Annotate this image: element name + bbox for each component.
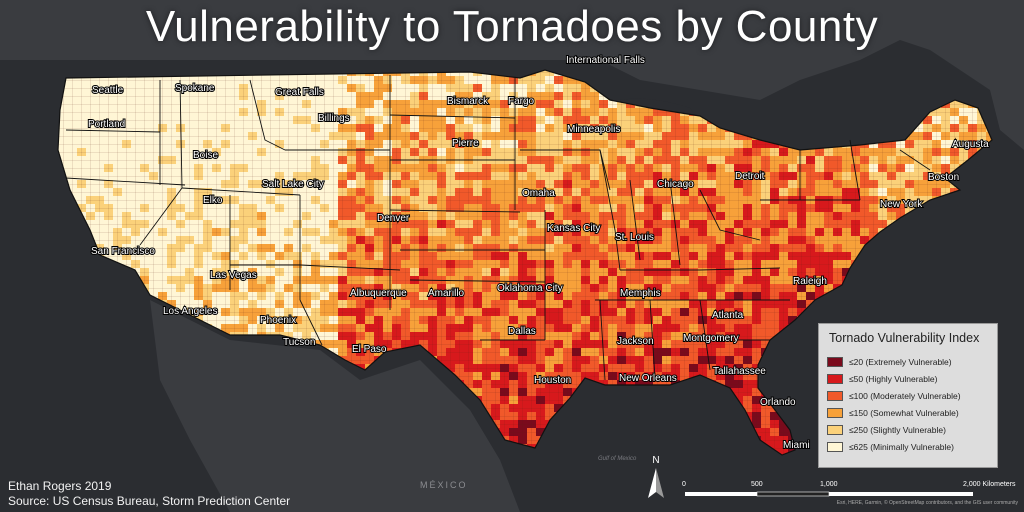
legend-swatch xyxy=(827,424,843,435)
scale-label-500: 500 xyxy=(751,481,763,488)
legend-item: ≤100 (Moderately Vulnerable) xyxy=(819,387,997,404)
city-label: New York xyxy=(880,199,923,210)
city-label: Albuquerque xyxy=(350,288,407,299)
legend: Tornado Vulnerability Index ≤20 (Extreme… xyxy=(818,323,998,468)
legend-item: ≤625 (Minimally Vulnerable) xyxy=(819,438,997,455)
city-label: Phoenix xyxy=(260,315,296,326)
city-label: Dallas xyxy=(508,326,536,337)
city-label: Montgomery xyxy=(683,333,739,344)
city-label: El Paso xyxy=(352,344,387,355)
north-arrow-icon xyxy=(648,468,656,498)
city-label: Oklahoma City xyxy=(497,283,563,294)
state-borders xyxy=(65,75,931,381)
city-label: Portland xyxy=(88,119,125,130)
map-title: Vulnerability to Tornadoes by County xyxy=(145,2,879,51)
legend-label: ≤625 (Minimally Vulnerable) xyxy=(849,441,954,452)
city-label: Boston xyxy=(928,172,959,183)
mexico-label: MÉXICO xyxy=(420,480,468,490)
city-label: Miami xyxy=(783,440,810,451)
city-label: Denver xyxy=(377,213,410,224)
scale-label-2000: 2,000 Kilometers xyxy=(963,481,1016,488)
city-label: Elko xyxy=(203,195,223,206)
city-label: Great Falls xyxy=(275,87,324,98)
canada-landmass xyxy=(0,0,1024,150)
city-label: Fargo xyxy=(508,96,535,107)
author-credit: Ethan Rogers 2019 xyxy=(8,479,112,493)
city-labels: International Falls Seattle Spokane Great F… xyxy=(87,54,990,452)
city-label: International Falls xyxy=(566,55,645,66)
legend-label: ≤150 (Somewhat Vulnerable) xyxy=(849,407,959,418)
legend-swatch xyxy=(827,356,843,367)
north-arrow-label: N xyxy=(652,455,659,466)
city-label: Boise xyxy=(193,150,218,161)
mexico-landmass xyxy=(150,300,520,512)
city-label: Seattle xyxy=(92,85,124,96)
legend-item: ≤50 (Highly Vulnerable) xyxy=(819,370,997,387)
city-label: Orlando xyxy=(760,397,796,408)
city-label: St. Louis xyxy=(615,232,654,243)
city-label: Salt Lake City xyxy=(262,179,324,190)
legend-title: Tornado Vulnerability Index xyxy=(829,331,980,345)
city-label: Tallahassee xyxy=(713,366,766,377)
legend-label: ≤100 (Moderately Vulnerable) xyxy=(849,390,961,401)
gulf-label: Gulf of Mexico xyxy=(598,456,637,462)
city-label: Pierre xyxy=(452,138,479,149)
city-label: New Orleans xyxy=(619,373,677,384)
us-outline xyxy=(57,69,993,456)
city-label: Bismarck xyxy=(447,96,489,107)
city-label: Billings xyxy=(318,113,350,124)
legend-item: ≤250 (Slightly Vulnerable) xyxy=(819,421,997,438)
city-label: Amarillo xyxy=(428,288,465,299)
city-label: Los Angeles xyxy=(163,306,218,317)
city-label: Spokane xyxy=(175,83,215,94)
legend-label: ≤250 (Slightly Vulnerable) xyxy=(849,424,946,435)
legend-item: ≤20 (Extremely Vulnerable) xyxy=(819,353,997,370)
legend-label: ≤20 (Extremely Vulnerable) xyxy=(849,356,952,367)
legend-swatch xyxy=(827,441,843,452)
legend-label: ≤50 (Highly Vulnerable) xyxy=(849,373,938,384)
legend-swatch xyxy=(827,390,843,401)
legend-swatch xyxy=(827,373,843,384)
scale-bar xyxy=(685,491,973,497)
city-label: Tucson xyxy=(283,337,315,348)
city-label: Memphis xyxy=(620,288,661,299)
city-label: Atlanta xyxy=(712,310,744,321)
city-label: Raleigh xyxy=(793,276,827,287)
city-label: Omaha xyxy=(522,188,555,199)
city-label: Chicago xyxy=(657,179,694,190)
legend-swatch xyxy=(827,407,843,418)
city-label: Jackson xyxy=(617,336,654,347)
scale-label-0: 0 xyxy=(682,481,686,488)
legend-item: ≤150 (Somewhat Vulnerable) xyxy=(819,404,997,421)
city-label: Augusta xyxy=(952,139,989,150)
city-label: Minneapolis xyxy=(567,124,620,135)
city-label: Las Vegas xyxy=(210,270,257,281)
city-label: Kansas City xyxy=(547,223,600,234)
city-label: San Francisco xyxy=(91,246,155,257)
city-label: Detroit xyxy=(735,171,765,182)
city-label: Houston xyxy=(534,375,571,386)
basemap-attribution: Esri, HERE, Garmin, © OpenStreetMap cont… xyxy=(836,500,1018,506)
north-arrow: N xyxy=(648,455,664,498)
scale-label-1000: 1,000 xyxy=(820,481,838,488)
source-credit: Source: US Census Bureau, Storm Predicti… xyxy=(8,494,291,508)
